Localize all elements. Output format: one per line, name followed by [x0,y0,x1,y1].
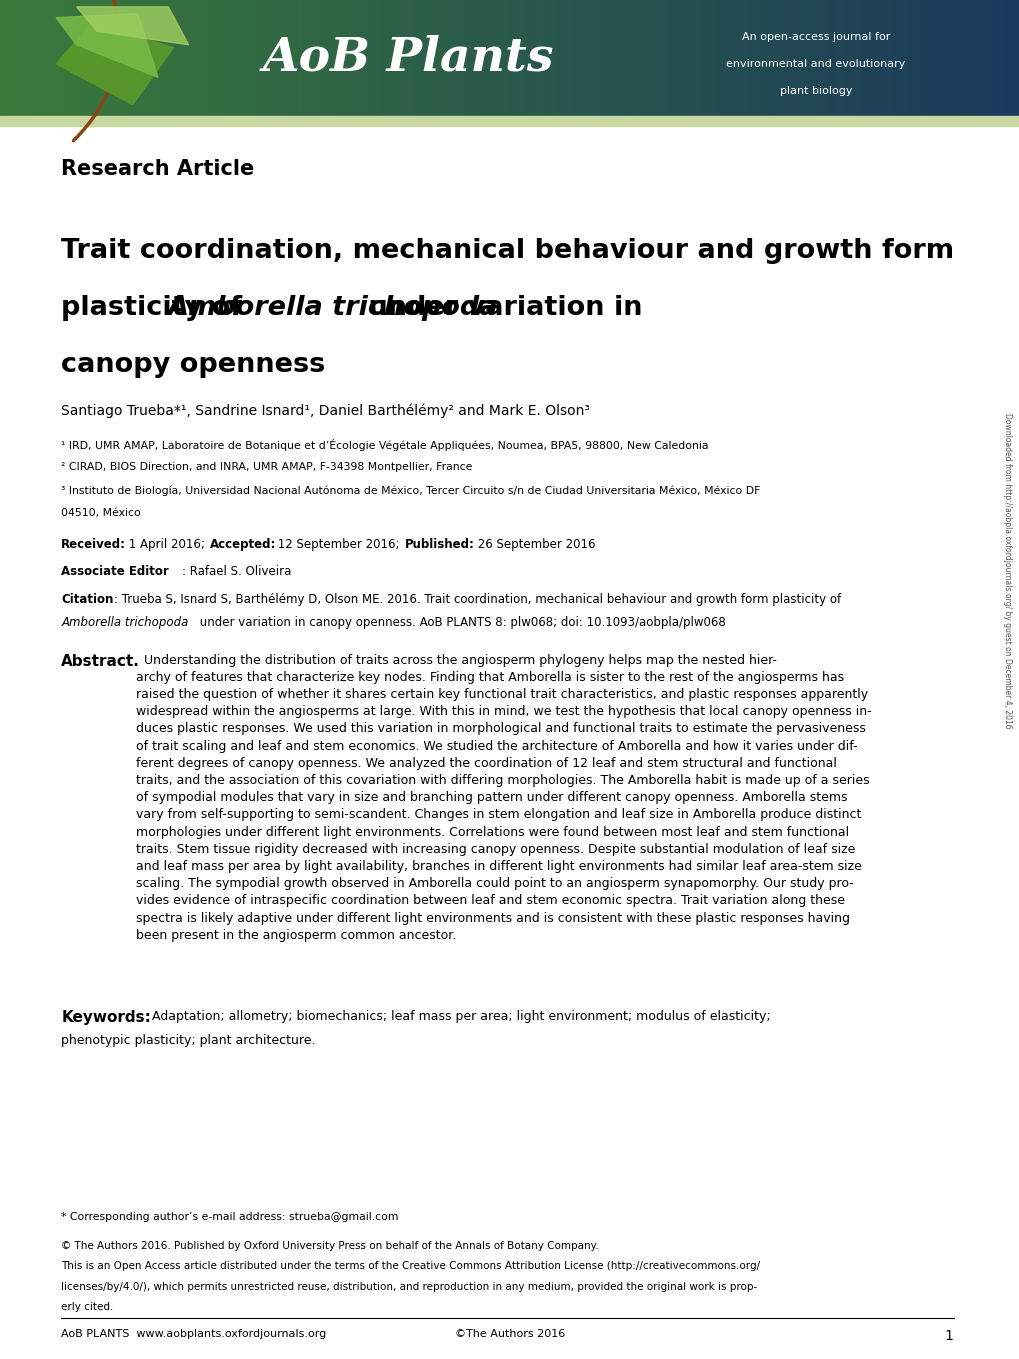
Text: Published:: Published: [405,538,475,552]
Text: ³ Instituto de Biología, Universidad Nacional Autónoma de México, Tercer Circuit: ³ Instituto de Biología, Universidad Nac… [61,485,760,496]
Text: Adaptation; allometry; biomechanics; leaf mass per area; light environment; modu: Adaptation; allometry; biomechanics; lea… [144,1010,769,1023]
Text: Keywords:: Keywords: [61,1010,151,1025]
Text: 04510, México: 04510, México [61,508,141,518]
Text: 1 April 2016;: 1 April 2016; [125,538,209,552]
Text: ¹ IRD, UMR AMAP, Laboratoire de Botanique et d’Écologie Végétale Appliquées, Nou: ¹ IRD, UMR AMAP, Laboratoire de Botaniqu… [61,439,708,451]
Text: Received:: Received: [61,538,126,552]
Text: Santiago Trueba*¹, Sandrine Isnard¹, Daniel Barthélémy² and Mark E. Olson³: Santiago Trueba*¹, Sandrine Isnard¹, Dan… [61,404,590,419]
Text: ©The Authors 2016: ©The Authors 2016 [454,1329,565,1339]
Text: : Rafael S. Oliveira: : Rafael S. Oliveira [181,565,290,579]
Bar [0,116,1019,126]
Polygon shape [76,7,189,45]
Text: plant biology: plant biology [779,87,852,96]
Text: Amborella trichopoda: Amborella trichopoda [61,616,189,629]
Text: 26 September 2016: 26 September 2016 [474,538,595,552]
Text: Downloaded from http://aobpla.oxfordjournals.org/ by guest on December 4, 2016: Downloaded from http://aobpla.oxfordjour… [1003,413,1011,728]
Text: Accepted:: Accepted: [210,538,276,552]
Text: Associate Editor: Associate Editor [61,565,169,579]
Text: licenses/by/4.0/), which permits unrestricted reuse, distribution, and reproduct: licenses/by/4.0/), which permits unrestr… [61,1282,757,1291]
Text: An open-access journal for: An open-access journal for [741,33,890,42]
Text: 12 September 2016;: 12 September 2016; [274,538,404,552]
Text: Citation: Citation [61,593,113,606]
Text: plasticity of: plasticity of [61,295,252,321]
Text: canopy openness: canopy openness [61,352,325,378]
Text: Understanding the distribution of traits across the angiosperm phylogeny helps m: Understanding the distribution of traits… [136,654,870,942]
Text: © The Authors 2016. Published by Oxford University Press on behalf of the Annals: © The Authors 2016. Published by Oxford … [61,1241,598,1250]
Text: * Corresponding author’s e-mail address: strueba@gmail.com: * Corresponding author’s e-mail address:… [61,1212,398,1222]
Text: under variation in: under variation in [359,295,642,321]
Text: Trait coordination, mechanical behaviour and growth form: Trait coordination, mechanical behaviour… [61,238,954,264]
Polygon shape [56,14,158,77]
Text: 1: 1 [944,1329,953,1343]
Text: : Trueba S, Isnard S, Barthélémy D, Olson ME. 2016. Trait coordination, mechanic: : Trueba S, Isnard S, Barthélémy D, Olso… [114,593,841,606]
Text: environmental and evolutionary: environmental and evolutionary [726,60,905,69]
FancyArrowPatch shape [73,0,119,141]
Text: AoB Plants: AoB Plants [262,35,553,80]
Text: Abstract.: Abstract. [61,654,140,669]
Text: Research Article: Research Article [61,159,254,179]
Polygon shape [56,23,173,105]
Text: erly cited.: erly cited. [61,1302,113,1311]
Text: This is an Open Access article distributed under the terms of the Creative Commo: This is an Open Access article distribut… [61,1261,759,1271]
Text: ² CIRAD, BIOS Direction, and INRA, UMR AMAP, F-34398 Montpellier, France: ² CIRAD, BIOS Direction, and INRA, UMR A… [61,462,472,472]
Text: phenotypic plasticity; plant architecture.: phenotypic plasticity; plant architectur… [61,1034,316,1048]
Text: under variation in canopy openness. AoB PLANTS 8: plw068; doi: 10.1093/aobpla/pl: under variation in canopy openness. AoB … [196,616,725,629]
Text: AoB PLANTS  www.aobplants.oxfordjournals.org: AoB PLANTS www.aobplants.oxfordjournals.… [61,1329,326,1339]
Text: Amborella trichopoda: Amborella trichopoda [167,295,497,321]
